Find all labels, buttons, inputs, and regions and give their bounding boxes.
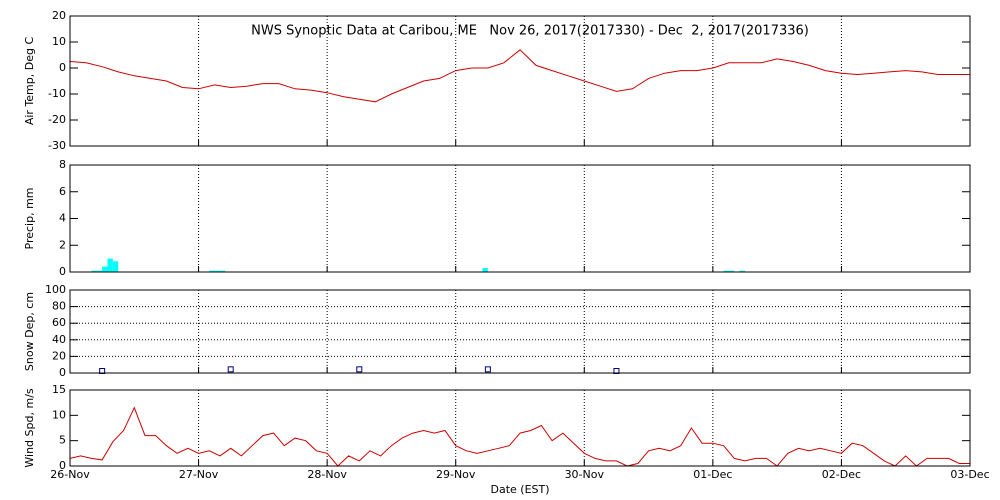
y-tick-label: 0 (59, 61, 66, 74)
y-tick-label: 2 (59, 238, 66, 251)
bar (209, 270, 215, 272)
y-tick-label: 0 (59, 366, 66, 379)
y-axis-label: Wind Spd, m/s (23, 388, 36, 468)
y-tick-label: 15 (52, 383, 66, 396)
plot-frame (69, 289, 971, 374)
y-tick-label: 20 (52, 9, 66, 22)
x-tick-label: 29-Nov (436, 468, 476, 481)
y-tick-label: 100 (45, 283, 66, 296)
bar (220, 270, 226, 272)
y-tick-label: 40 (52, 333, 66, 346)
y-axis-label: Air Temp, Deg C (23, 37, 36, 126)
bar (728, 270, 735, 272)
plot-frame (69, 389, 971, 467)
bar (91, 270, 97, 272)
x-tick-label: 02-Dec (822, 468, 861, 481)
bar (102, 266, 108, 272)
y-tick-label: -20 (48, 113, 66, 126)
bar (739, 270, 745, 272)
y-tick-label: -10 (48, 87, 66, 100)
y-tick-label: 5 (59, 434, 66, 447)
plot-frame (69, 164, 971, 273)
bar (107, 258, 113, 272)
plot-frame (69, 15, 971, 147)
y-tick-label: 0 (59, 459, 66, 472)
y-tick-label: 20 (52, 349, 66, 362)
bar (112, 261, 119, 272)
x-tick-label: 28-Nov (307, 468, 347, 481)
chart-title: NWS Synoptic Data at Caribou, ME Nov 26,… (251, 24, 809, 39)
y-tick-label: -30 (48, 139, 66, 152)
marker (227, 366, 234, 373)
y-tick-label: 0 (59, 265, 66, 278)
y-tick-label: 10 (52, 35, 66, 48)
y-tick-label: 80 (52, 300, 66, 313)
x-tick-label: 30-Nov (565, 468, 605, 481)
x-tick-label: 26-Nov (50, 468, 90, 481)
x-tick-label: 03-Dec (950, 468, 989, 481)
bar (482, 267, 488, 272)
x-tick-label: 27-Nov (179, 468, 219, 481)
y-tick-label: 4 (59, 212, 66, 225)
marker (484, 366, 491, 373)
y-tick-label: 60 (52, 316, 66, 329)
y-tick-label: 8 (59, 158, 66, 171)
bar (214, 270, 220, 272)
x-tick-label: 01-Dec (693, 468, 732, 481)
bar (96, 270, 103, 272)
y-axis-label: Precip, mm (23, 188, 36, 250)
marker (356, 366, 363, 373)
data-line (69, 406, 970, 467)
y-tick-label: 10 (52, 408, 66, 421)
x-axis-label: Date (EST) (490, 483, 549, 496)
bar (723, 270, 729, 272)
y-tick-label: 6 (59, 185, 66, 198)
data-line (69, 49, 970, 103)
y-axis-label: Snow Dep, cm (23, 292, 36, 371)
